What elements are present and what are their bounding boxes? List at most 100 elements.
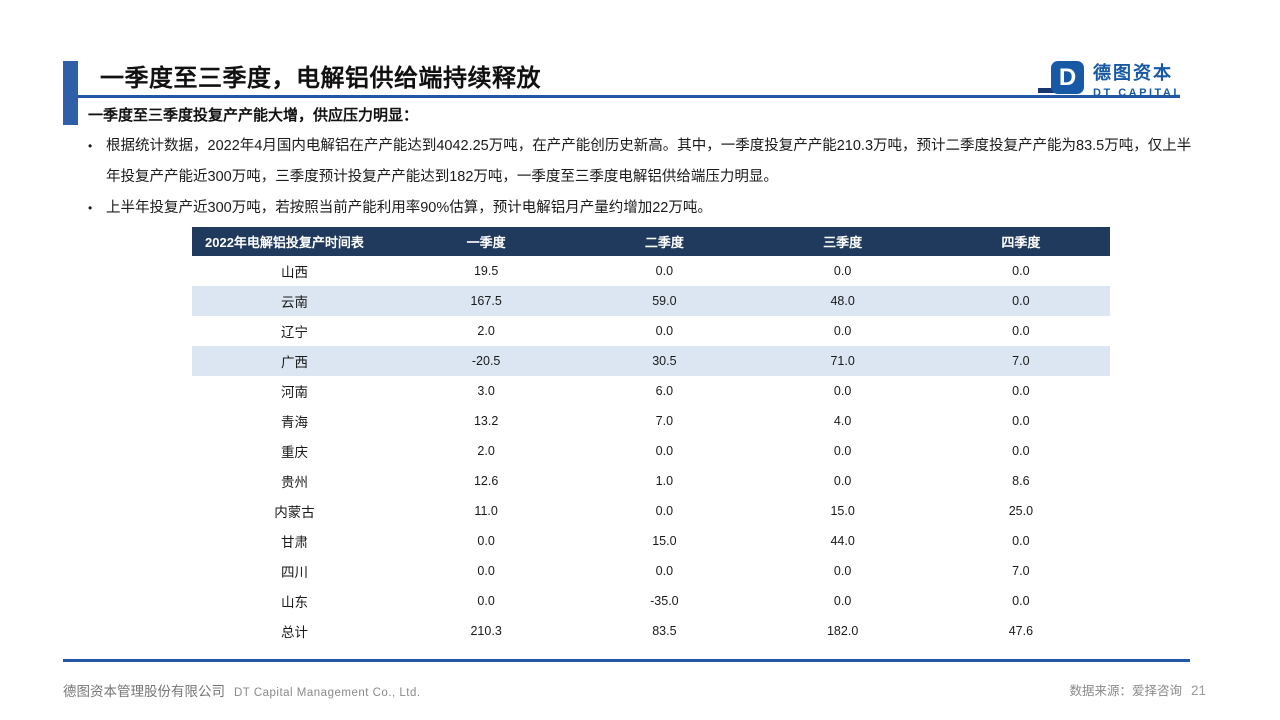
table-cell: 0.0 — [833, 384, 852, 398]
logo-letter: D — [1058, 63, 1077, 91]
table-cell: 0.0 — [1012, 294, 1030, 308]
table-cell: 0.0 — [477, 564, 495, 578]
bullet-icon: • — [88, 201, 93, 215]
table-cell: 山东 — [281, 595, 308, 610]
table-cell: 48.0 — [830, 294, 855, 308]
table-row: 重庆 2.0 0.0 0.0 0.0 — [192, 436, 1110, 466]
table-cell: 内蒙古 — [274, 505, 315, 520]
table-row: 贵州 12.6 1.0 0.0 8.6 — [192, 466, 1110, 496]
table-row: 云南 167.5 59.0 48.0 0.0 — [192, 286, 1110, 316]
table-cell: 0.0 — [833, 474, 852, 488]
logo-name-cn: 德图资本 — [1093, 63, 1173, 83]
table-cell: 11.0 — [474, 504, 498, 518]
table-cell: 四川 — [281, 565, 308, 580]
list-item: • 根据统计数据，2022年4月国内电解铝在产产能达到4042.25万吨，在产产… — [88, 131, 1200, 193]
bullet-list: • 根据统计数据，2022年4月国内电解铝在产产能达到4042.25万吨，在产产… — [88, 131, 1200, 224]
bullet-icon: • — [88, 139, 93, 153]
table-row: 甘肃 0.0 15.0 44.0 0.0 — [192, 526, 1110, 556]
dt-capital-logo: D 德图资本 DT CAPITAL — [1038, 55, 1188, 105]
table-cell: 0.0 — [833, 564, 852, 578]
table-cell: 0.0 — [833, 264, 852, 278]
table-cell: 83.5 — [652, 624, 677, 638]
capacity-schedule-table: 2022年电解铝投复产时间表 一季度 二季度 三季度 四季度 山西 19.5 0.0 0.0 0… — [192, 227, 1110, 646]
table-cell: 8.6 — [1012, 474, 1030, 488]
table-cell: 12.6 — [473, 474, 499, 488]
table-cell: 44.0 — [830, 534, 855, 548]
column-header: 四季度 — [931, 227, 1110, 256]
column-header: 一季度 — [397, 227, 576, 256]
table-cell: 0.0 — [1012, 414, 1030, 428]
table-cell: 0.0 — [655, 264, 674, 278]
table-cell: 0.0 — [477, 594, 495, 608]
table-cell: 30.5 — [652, 354, 677, 368]
table-cell: 0.0 — [1012, 264, 1030, 278]
table-cell: 6.0 — [655, 384, 674, 398]
data-source: 数据来源：爱择咨询 — [1069, 684, 1182, 698]
table-cell: 3.0 — [477, 384, 495, 398]
table-row: 山西 19.5 0.0 0.0 0.0 — [192, 256, 1110, 286]
logo-name-en: DT CAPITAL — [1093, 87, 1183, 99]
table-cell: 7.0 — [1012, 564, 1030, 578]
dt-logo-mark-icon: D — [1051, 61, 1084, 94]
logo-dash-icon — [1038, 88, 1057, 93]
table-row: 总计 210.3 83.5 182.0 47.6 — [192, 616, 1110, 646]
page-number: 21 — [1190, 683, 1206, 698]
table-cell: 47.6 — [1008, 624, 1034, 638]
title-accent-bar — [63, 61, 78, 125]
table-row: 内蒙古 11.0 0.0 15.0 25.0 — [192, 496, 1110, 526]
table-cell: 0.0 — [1012, 444, 1030, 458]
company-name-en: DT Capital Management Co., Ltd. — [234, 687, 421, 699]
table-cell: 0.0 — [1012, 324, 1030, 338]
table-cell: 重庆 — [281, 445, 308, 460]
table-cell: 4.0 — [833, 414, 852, 428]
table-cell: 贵州 — [281, 475, 308, 490]
footer-meta: 数据来源：爱择咨询 21 — [1069, 680, 1206, 699]
table-cell: 2.0 — [477, 324, 495, 338]
table-cell: 25.0 — [1008, 504, 1034, 518]
table-cell: 13.2 — [473, 414, 499, 428]
table-row: 广西 -20.5 30.5 71.0 7.0 — [192, 346, 1110, 376]
table-cell: 210.3 — [470, 624, 502, 638]
table-cell: 0.0 — [833, 444, 852, 458]
footer-divider — [63, 659, 1190, 662]
table-cell: 167.5 — [470, 294, 502, 308]
table-cell: 山西 — [281, 265, 308, 280]
table-cell: 0.0 — [833, 594, 852, 608]
table-cell: 0.0 — [833, 324, 852, 338]
table-cell: 182.0 — [826, 624, 859, 638]
table-cell: 0.0 — [655, 504, 674, 518]
footer-company: 德图资本管理股份有限公司 DT Capital Management Co., … — [63, 680, 421, 700]
table-cell: 广西 — [281, 355, 308, 370]
section-subtitle: 一季度至三季度投复产产能大增，供应压力明显： — [88, 107, 419, 124]
table-cell: 辽宁 — [281, 325, 308, 340]
table-cell: 河南 — [281, 385, 308, 400]
table-row: 四川 0.0 0.0 0.0 7.0 — [192, 556, 1110, 586]
table-cell: 7.0 — [1012, 354, 1030, 368]
table-cell: -20.5 — [471, 354, 501, 368]
table-cell: 0.0 — [655, 444, 674, 458]
table-cell: 2.0 — [477, 444, 495, 458]
bullet-text: 根据统计数据，2022年4月国内电解铝在产产能达到4042.25万吨，在产产能创… — [106, 138, 1192, 185]
table-cell: 总计 — [281, 625, 308, 640]
table-header: 2022年电解铝投复产时间表 一季度 二季度 三季度 四季度 — [192, 227, 1110, 256]
table-cell: 15.0 — [652, 534, 677, 548]
table-cell: 青海 — [281, 415, 308, 430]
bullet-text: 上半年投复产近300万吨，若按照当前产能利用率90%估算，预计电解铝月产量约增加… — [106, 200, 712, 216]
table-cell: -35.0 — [650, 594, 679, 608]
table-cell: 0.0 — [1012, 384, 1030, 398]
table-row: 青海 13.2 7.0 4.0 0.0 — [192, 406, 1110, 436]
table-cell: 0.0 — [655, 324, 674, 338]
title-divider — [78, 95, 1180, 98]
table-cell: 0.0 — [655, 564, 674, 578]
logo-text: 德图资本 DT CAPITAL — [1093, 59, 1183, 99]
page-title: 一季度至三季度，电解铝供给端持续释放 — [100, 65, 541, 92]
list-item: • 上半年投复产近300万吨，若按照当前产能利用率90%估算，预计电解铝月产量约… — [88, 193, 1200, 224]
table-cell: 7.0 — [655, 414, 674, 428]
table-row: 辽宁 2.0 0.0 0.0 0.0 — [192, 316, 1110, 346]
column-header: 三季度 — [753, 227, 932, 256]
table-cell: 0.0 — [1012, 534, 1030, 548]
table-cell: 0.0 — [477, 534, 495, 548]
table-cell: 19.5 — [473, 264, 499, 278]
table-row: 河南 3.0 6.0 0.0 0.0 — [192, 376, 1110, 406]
table-cell: 1.0 — [655, 474, 674, 488]
